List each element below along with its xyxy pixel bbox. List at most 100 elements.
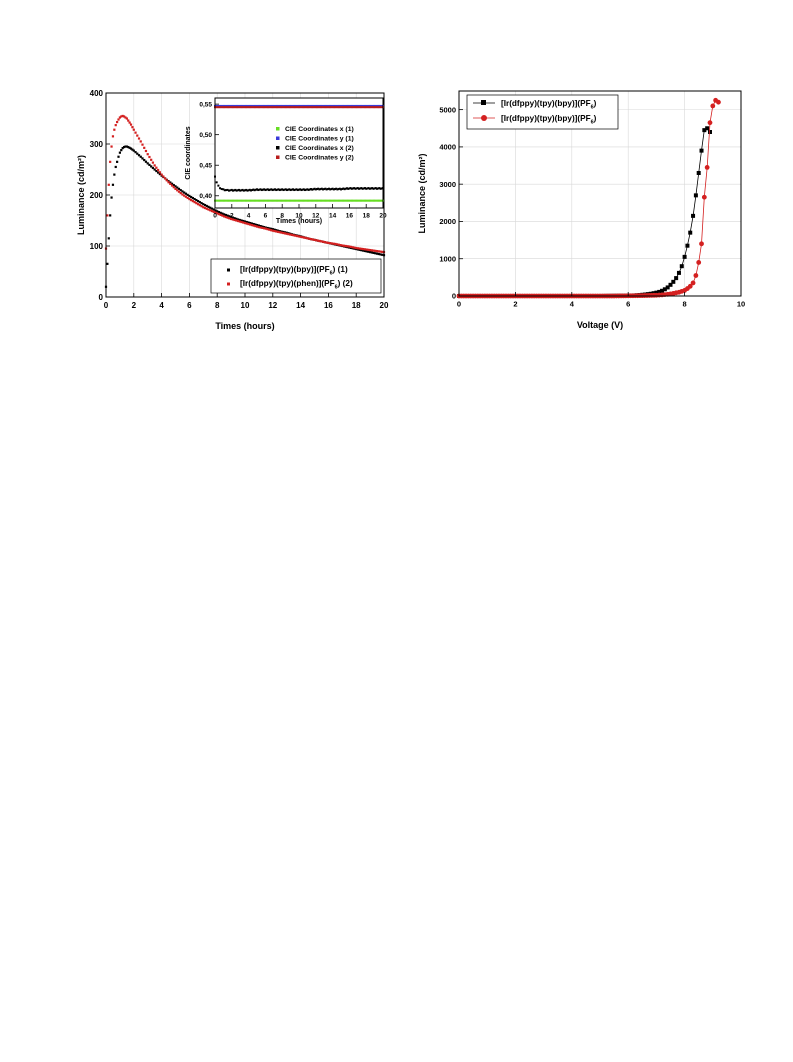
inset-series-3-point: [215, 181, 218, 184]
inset-series-2-point: [360, 104, 363, 107]
chart-left-series-1-point: [261, 225, 264, 228]
inset-series-2-point: [269, 104, 272, 107]
inset-series-4-point: [341, 106, 344, 109]
inset-series-1-point: [238, 199, 241, 202]
inset-series-4-point: [331, 106, 334, 109]
inset-xtick-label: 8: [280, 213, 284, 220]
inset-series-3-point: [306, 188, 309, 191]
chart-left-series-2-point: [276, 230, 280, 233]
inset-series-2-point: [369, 104, 372, 107]
inset-series-1-point: [300, 199, 303, 202]
chart-left-xtick-label: 8: [215, 301, 220, 310]
chart-left-series-2-point: [174, 187, 177, 190]
inset-series-2-point: [248, 104, 251, 107]
chart-left-series-1-point: [107, 237, 110, 240]
chart-left-series-1-point: [132, 149, 135, 152]
inset-series-4-point: [219, 106, 222, 109]
inset-legend-marker-4: [276, 155, 280, 159]
inset-series-1-point: [369, 199, 372, 202]
chart-left-series-1-point: [268, 227, 271, 230]
inset-series-4-point: [303, 106, 306, 109]
inset-series-2-point: [331, 104, 334, 107]
inset-series-1-point: [370, 199, 373, 202]
inset-series-1-point: [318, 199, 321, 202]
inset-series-1-point: [343, 199, 346, 202]
inset-series-4-point: [288, 106, 291, 109]
inset-series-2-point: [261, 104, 264, 107]
inset-series-3-point: [275, 189, 278, 192]
inset-series-2-point: [296, 104, 299, 107]
inset-series-1-point: [329, 199, 332, 202]
chart-left-series-2-point: [219, 213, 222, 216]
inset-series-2-point: [254, 104, 257, 107]
chart-right-series-1-point: [671, 279, 676, 284]
inset-series-1-point: [296, 199, 299, 202]
inset-series-2-point: [374, 104, 377, 107]
inset-series-4-point: [327, 106, 330, 109]
inset-series-3-point: [250, 189, 252, 192]
inset-series-3-point: [354, 187, 357, 190]
chart-left-series-1-point: [275, 229, 278, 232]
inset-series-2-point: [239, 104, 242, 107]
inset-series-2-point: [334, 104, 337, 107]
inset-series-4-point: [294, 106, 297, 109]
chart-left-xtick-label: 2: [132, 301, 137, 310]
inset-series-3-point: [296, 189, 299, 192]
chart-left-series-2-point: [124, 116, 127, 119]
chart-left-series-2-point: [283, 232, 287, 235]
inset-series-3-point: [234, 188, 237, 191]
inset-series-3-point: [247, 189, 250, 192]
inset-series-1-point: [261, 199, 264, 202]
inset-series-1-point: [270, 199, 273, 202]
inset-series-2-point: [224, 104, 227, 107]
chart-left-series-1-point: [377, 252, 380, 256]
chart-left-series-1-point: [365, 250, 368, 253]
inset-series-3-point: [319, 188, 322, 191]
chart-left-series-1-point: [151, 166, 155, 170]
chart-left-series-2-point: [315, 239, 318, 242]
inset-series-3-point: [266, 188, 269, 191]
chart-left-series-2-point: [372, 249, 375, 252]
inset-series-3-point: [287, 188, 290, 191]
chart-left-series-2-point: [169, 182, 172, 186]
chart-left-series-1-point: [247, 221, 250, 224]
chart-left-series-2-point: [163, 177, 167, 180]
inset-series-4-point: [316, 106, 319, 109]
chart-left-series-1-point: [224, 213, 227, 217]
inset-series-1-point: [225, 199, 228, 202]
inset-series-4-point: [278, 106, 281, 109]
chart-left-series-2-point: [367, 248, 370, 251]
inset-series-4-point: [379, 106, 382, 109]
inset-series-3-point: [307, 188, 310, 191]
inset-series-1-point: [250, 199, 253, 202]
inset-series-4-point: [252, 106, 255, 109]
inset-series-4-point: [350, 106, 353, 109]
inset-series-1-point: [263, 199, 266, 202]
inset-series-2-point: [298, 104, 300, 107]
inset-series-4-point: [216, 106, 219, 109]
inset-series-1-point: [326, 199, 329, 202]
inset-series-3-point: [310, 188, 312, 191]
chart-left-series-2-point: [311, 238, 314, 241]
inset-series-1-point: [269, 199, 272, 202]
chart-left-series-2-point: [308, 237, 311, 240]
chart-left-series-2-point: [116, 120, 119, 124]
chart-left-series-2-point: [141, 143, 144, 146]
inset-series-2-point: [243, 104, 246, 107]
chart-left-series-2-point: [273, 229, 276, 233]
chart-left-series-2-point: [351, 246, 354, 249]
chart-right-legend-label-1: [Ir(dfppy)(tpy)(bpy)](PF6): [501, 99, 597, 111]
inset-series-3-point: [259, 188, 262, 191]
inset-series-2-point: [367, 104, 370, 107]
chart-left-series-1-point: [157, 171, 160, 174]
inset-series-3-point: [236, 189, 239, 192]
chart-left-series-2-point: [341, 244, 344, 247]
inset-series-1-point: [241, 199, 244, 202]
chart-left-series-2-point: [167, 181, 170, 184]
inset-series-1-point: [312, 199, 315, 202]
chart-left-series-2-point: [139, 140, 142, 143]
inset-series-4-point: [375, 106, 378, 109]
inset-series-1-point: [379, 199, 382, 202]
inset-series-3-point: [316, 188, 318, 191]
legend-text-main: [Ir(dfppy)(tpy)(bpy)](PF: [501, 99, 591, 108]
